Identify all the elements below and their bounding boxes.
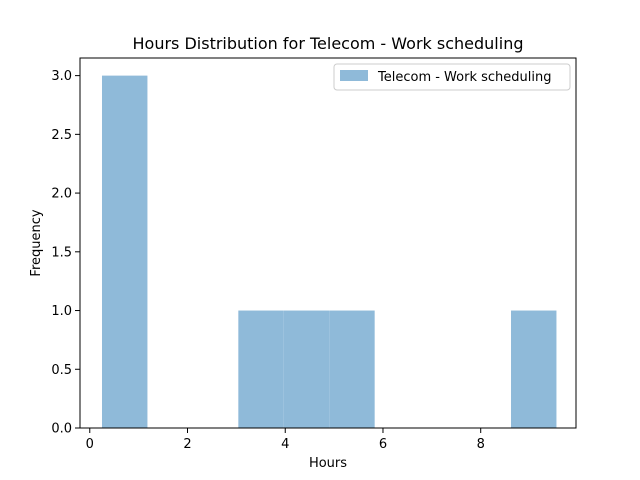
y-tick-label: 2.0 <box>51 187 72 202</box>
histogram-bar-3 <box>238 310 284 428</box>
y-tick-label: 1.0 <box>51 304 72 319</box>
y-axis-label: Frequency <box>29 209 44 276</box>
y-tick-label: 0.5 <box>51 363 72 378</box>
x-tick-label: 6 <box>379 437 387 452</box>
legend-box <box>333 63 571 91</box>
x-axis-ticks: 0 2 4 6 8 <box>86 428 485 452</box>
legend-swatch <box>340 70 368 81</box>
x-axis-label: Hours <box>309 456 347 471</box>
bars-group <box>101 75 557 428</box>
histogram-bar-5 <box>329 310 375 428</box>
x-tick-label: 0 <box>86 437 94 452</box>
x-tick-label: 8 <box>477 437 485 452</box>
y-tick-label: 0.0 <box>51 422 72 437</box>
y-tick-label: 1.5 <box>51 245 72 260</box>
y-tick-label: 3.0 <box>51 69 72 84</box>
y-tick-label: 2.5 <box>51 128 72 143</box>
legend-label: Telecom - Work scheduling <box>377 70 551 85</box>
plot-frame <box>79 57 577 429</box>
y-axis-ticks: 0.0 0.5 1.0 1.5 2.0 2.5 3.0 <box>51 69 80 437</box>
histogram-bar-0 <box>101 75 148 428</box>
x-tick-label: 4 <box>281 437 289 452</box>
histogram-bar-4 <box>283 310 330 428</box>
x-tick-label: 2 <box>183 437 191 452</box>
chart-title: Hours Distribution for Telecom - Work sc… <box>133 34 524 53</box>
histogram-bar-9 <box>511 310 557 428</box>
legend: Telecom - Work scheduling <box>333 63 571 91</box>
